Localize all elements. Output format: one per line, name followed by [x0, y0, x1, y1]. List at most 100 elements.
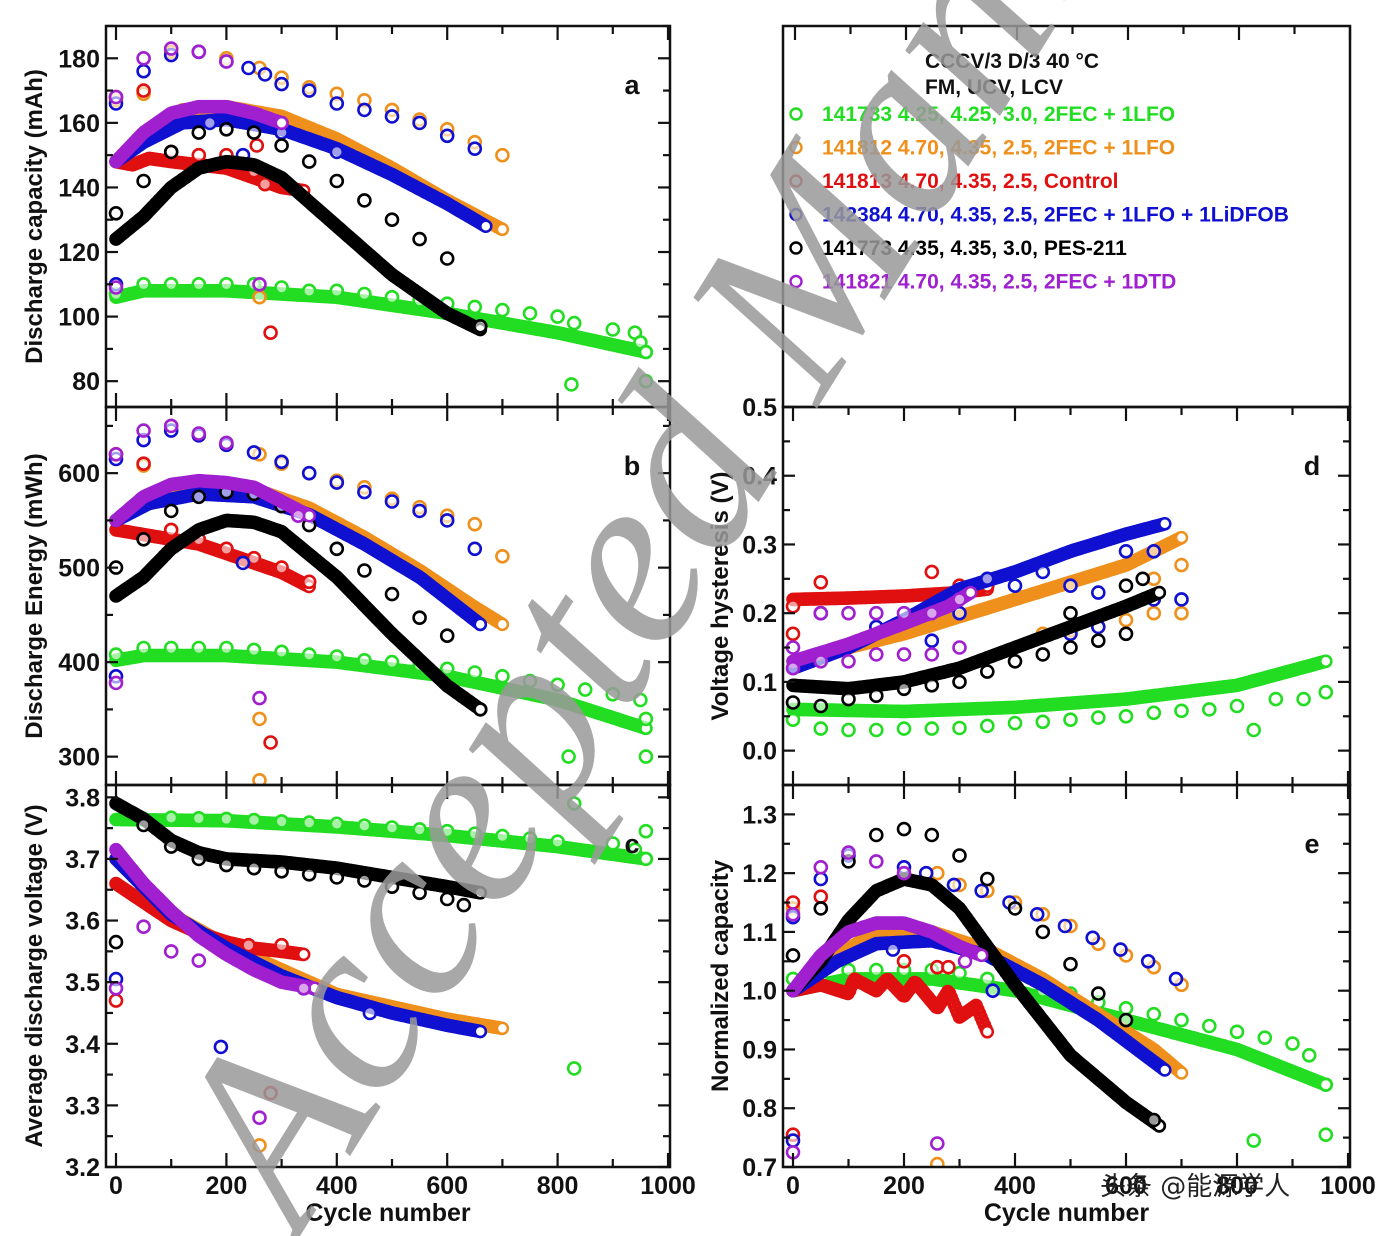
data-point-end — [473, 886, 488, 900]
rpt-point — [1146, 705, 1162, 721]
rpt-point — [1118, 708, 1134, 724]
rpt-point — [638, 823, 654, 839]
y-axis-label: Average discharge voltage (V) — [21, 804, 48, 1147]
rpt-point — [868, 722, 884, 738]
data-point-end — [495, 1021, 510, 1036]
panel-label: a — [624, 70, 640, 100]
rpt-point — [274, 560, 289, 575]
data-point-end — [473, 617, 488, 632]
rpt-point — [252, 276, 267, 292]
y-tick-label: 180 — [58, 45, 100, 73]
rpt-point — [896, 721, 912, 736]
rpt-point — [246, 860, 262, 876]
rpt-point — [108, 206, 124, 221]
rpt-point — [633, 692, 648, 708]
rpt-point — [274, 454, 289, 470]
rpt-point — [213, 1039, 229, 1055]
data-point-end — [479, 219, 493, 233]
rpt-point — [219, 435, 234, 451]
rpt-point — [566, 1061, 582, 1076]
y-tick-label: 3.7 — [65, 846, 100, 874]
y-tick-label: 120 — [58, 239, 100, 267]
rpt-point — [263, 735, 278, 750]
series-141733 — [109, 796, 654, 1076]
rpt-point — [257, 67, 273, 82]
rpt-point — [605, 322, 621, 337]
rpt-point — [301, 815, 317, 830]
rpt-point — [1246, 722, 1261, 738]
rpt-point — [638, 851, 654, 867]
rpt-point — [329, 870, 345, 885]
rpt-point — [412, 115, 427, 131]
rpt-point — [813, 574, 829, 590]
x-tick-label: 0 — [109, 1172, 123, 1200]
rpt-point — [456, 897, 472, 913]
rpt-point — [362, 1005, 378, 1021]
rpt-point — [1202, 702, 1217, 717]
x-tick-label: 1000 — [640, 1172, 696, 1200]
plot-area-c — [108, 796, 654, 1153]
rpt-point — [329, 541, 345, 557]
data-point-end — [473, 1024, 488, 1039]
rpt-point — [412, 503, 427, 519]
rpt-point — [191, 125, 207, 140]
rpt-point — [136, 276, 151, 292]
data-point-end — [1319, 654, 1333, 669]
rpt-point — [136, 640, 151, 656]
rpt-point — [241, 937, 256, 953]
rpt-point — [439, 513, 455, 528]
rpt-point — [163, 640, 179, 656]
rpt-point — [329, 173, 345, 189]
rpt-point — [136, 173, 151, 189]
y-tick-label: 3.5 — [65, 969, 100, 997]
rpt-point — [263, 1085, 278, 1101]
rpt-point — [439, 251, 455, 266]
rpt-point — [1118, 612, 1134, 628]
rpt-point — [1318, 684, 1334, 700]
rpt-point — [257, 176, 273, 192]
rpt-point — [252, 773, 267, 785]
y-tick-label: 100 — [58, 304, 100, 332]
rpt-point — [1091, 710, 1106, 725]
rpt-point — [329, 475, 345, 490]
rpt-point — [252, 289, 267, 305]
rpt-point — [329, 96, 345, 111]
data-point-end — [1174, 530, 1189, 545]
rpt-point — [163, 276, 179, 292]
rpt-point — [495, 147, 510, 163]
rpt-point — [522, 306, 538, 321]
rpt-point — [412, 231, 427, 247]
rpt-point — [301, 154, 317, 169]
rpt-point — [274, 76, 289, 92]
rpt-point — [246, 642, 262, 658]
y-tick-label: 300 — [58, 744, 100, 772]
rpt-point — [357, 102, 372, 118]
x-tick-label: 400 — [316, 1172, 358, 1200]
rpt-point — [412, 822, 427, 837]
rpt-point — [108, 934, 124, 950]
rpt-point — [301, 465, 317, 481]
series-141773 — [108, 796, 488, 950]
rpt-point — [249, 138, 265, 153]
rpt-point — [252, 1138, 267, 1153]
panel-label: c — [624, 829, 639, 859]
rpt-point — [163, 418, 179, 434]
rpt-point — [136, 531, 151, 547]
rpt-point — [1229, 698, 1245, 714]
rpt-point — [274, 644, 289, 660]
rpt-point — [1174, 557, 1189, 573]
rpt-point — [384, 654, 400, 670]
rpt-point — [252, 711, 267, 727]
rpt-point — [219, 54, 234, 69]
data-point-end — [495, 617, 510, 632]
rpt-point — [384, 586, 400, 602]
rpt-point — [550, 309, 565, 324]
rpt-point — [219, 811, 234, 827]
data-point-end — [296, 947, 311, 962]
rpt-point — [566, 796, 582, 811]
rpt-point — [638, 749, 654, 764]
rpt-point — [412, 610, 427, 626]
rpt-point — [1063, 712, 1078, 728]
